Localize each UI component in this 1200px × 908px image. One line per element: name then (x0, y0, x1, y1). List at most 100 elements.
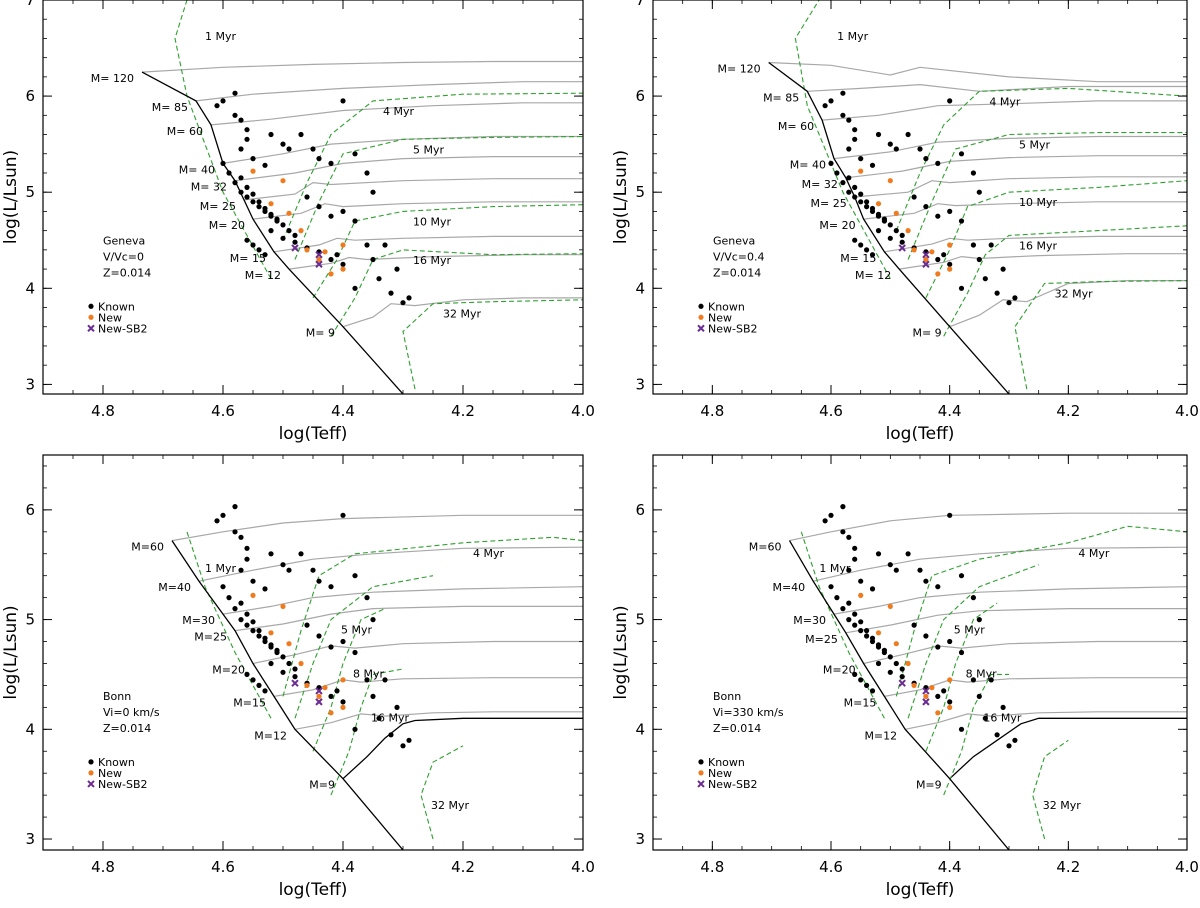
data-point-known (250, 628, 256, 634)
data-point-known (220, 98, 226, 104)
legend-entry-label: New (708, 311, 732, 324)
legend-marker-sb2 (87, 324, 95, 332)
zams-line (768, 61, 1010, 394)
y-axis-title: log(L/Lsun) (611, 150, 631, 244)
data-point-known (988, 242, 994, 248)
data-point-known (840, 504, 846, 510)
track-line (273, 235, 583, 253)
track-mass-label: M= 85 (152, 101, 188, 114)
data-point-sb2 (291, 679, 299, 687)
data-point-known (400, 743, 406, 749)
data-point-known (286, 567, 292, 573)
data-point-known (1000, 266, 1006, 272)
isochrone-line (943, 225, 1187, 337)
data-point-known (905, 551, 911, 557)
track-line (884, 677, 1187, 697)
track-line (198, 546, 583, 582)
y-tick-label: 4 (635, 279, 645, 297)
track-mass-label: M=12 (254, 729, 287, 742)
data-point-known (292, 232, 298, 238)
data-point-known (232, 529, 238, 535)
x-tick-label: 4.0 (1175, 858, 1199, 876)
data-point-known (852, 671, 858, 678)
data-point-known (958, 649, 965, 656)
data-point-known (958, 151, 965, 157)
data-point-known (893, 567, 899, 573)
data-point-known (298, 131, 304, 138)
isochrone-line (294, 135, 583, 260)
x-tick-label: 4.6 (819, 402, 843, 420)
data-point-known (858, 677, 864, 683)
data-point-known (935, 693, 941, 700)
data-point-known (869, 162, 876, 168)
isochrone-age-label: 4 Myr (1078, 547, 1109, 560)
track-line (210, 102, 583, 126)
data-point-new (947, 266, 953, 272)
data-point-known (822, 103, 828, 109)
isochrone-age-label: 1 Myr (837, 30, 868, 43)
track-line (822, 100, 1187, 121)
data-point-known (340, 261, 346, 267)
data-point-known (976, 693, 982, 700)
track-line (768, 61, 1187, 83)
isochrone-age-label: 8 Myr (966, 667, 997, 680)
x-tick-label: 4.6 (211, 858, 235, 876)
data-point-known (869, 205, 876, 212)
legend-marker-new (88, 314, 94, 320)
plot-area (171, 504, 583, 850)
x-tick-label: 4.2 (451, 402, 475, 420)
isochrone-line (312, 204, 583, 299)
data-point-known (376, 715, 382, 721)
track-mass-label: M= 12 (245, 269, 281, 282)
data-point-known (875, 131, 882, 138)
data-point-known (364, 595, 370, 601)
panel-bottom-right: M=60 M=40 M=30 M=25 M=20 M=15 M=12 M=9 1 Myr 4 My… (611, 454, 1199, 900)
y-axis-title: log(L/Lsun) (1, 605, 21, 699)
legend-marker-known (698, 303, 704, 309)
data-point-known (340, 638, 346, 645)
data-point-known (226, 170, 232, 176)
data-point-known (834, 170, 840, 176)
data-point-known (887, 222, 893, 228)
x-tick-label: 4.0 (571, 858, 595, 876)
track-mass-label: M= 32 (191, 181, 227, 194)
data-point-known (935, 213, 941, 219)
track-line (854, 176, 1187, 198)
data-point-known (226, 595, 232, 601)
data-point-new (947, 242, 953, 248)
data-point-known (822, 518, 828, 524)
track-line (243, 178, 583, 201)
data-point-known (923, 578, 929, 584)
legend-entry-label: Known (708, 300, 745, 313)
data-point-known (947, 638, 953, 645)
legend-marker-sb2 (697, 780, 705, 788)
data-point-known (232, 112, 238, 118)
data-point-known (214, 518, 220, 524)
data-point-known (834, 595, 840, 601)
data-point-known (262, 635, 268, 641)
data-point-known (988, 677, 994, 683)
track-mass-label: M=60 (131, 541, 164, 554)
data-point-known (869, 635, 876, 641)
data-point-known (864, 199, 870, 205)
data-point-known (316, 578, 322, 584)
data-point-known (828, 584, 834, 590)
data-point-known (958, 573, 965, 579)
y-tick-label: 6 (25, 87, 35, 105)
data-point-known (292, 666, 298, 672)
data-point-new (322, 685, 328, 691)
track-line (949, 717, 1187, 780)
track-line (813, 546, 1187, 582)
data-point-new (893, 641, 899, 647)
isochrone-age-label: 16 Myr (983, 711, 1021, 724)
data-point-known (881, 647, 888, 653)
data-point-known (869, 688, 876, 694)
legend-marker-new (88, 770, 94, 776)
data-point-known (911, 622, 917, 628)
data-point-new (340, 677, 346, 683)
x-tick-label: 4.4 (938, 402, 962, 420)
data-point-known (941, 252, 947, 258)
legend-entry-label: New (708, 767, 732, 780)
data-point-known (852, 611, 858, 617)
y-tick-label: 4 (635, 720, 645, 738)
